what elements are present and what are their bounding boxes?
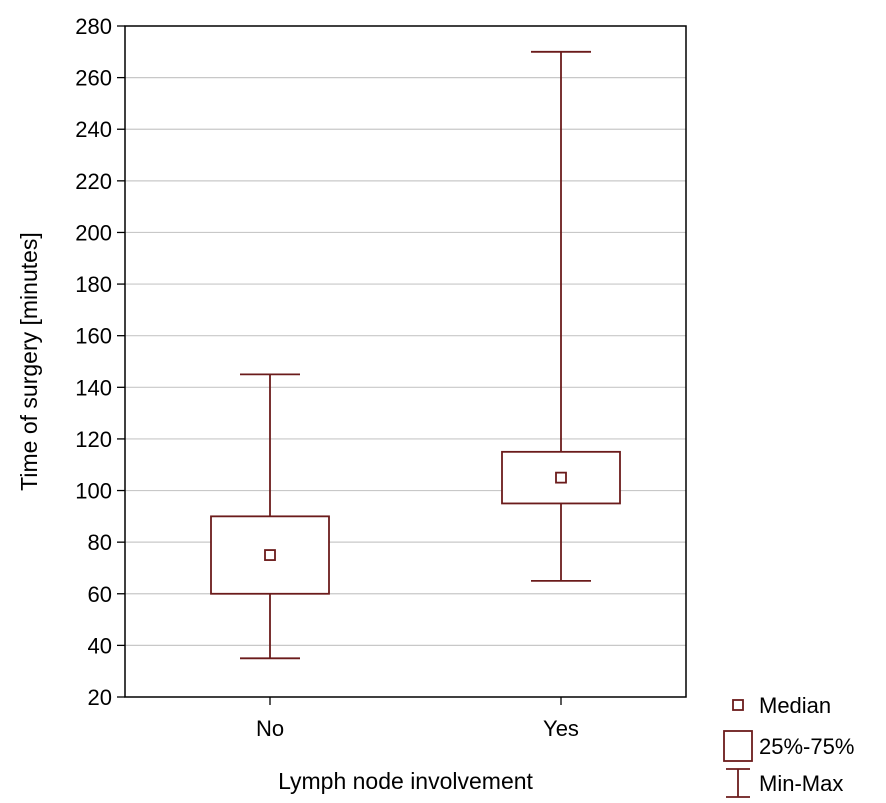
- box-group-no: [210, 373, 330, 660]
- x-tick-label-yes: Yes: [543, 716, 579, 741]
- legend-label-whisker: Min-Max: [759, 771, 843, 796]
- box-plot-series: [210, 50, 621, 660]
- y-tick-label-80: 80: [88, 530, 112, 555]
- y-tick-label-40: 40: [88, 633, 112, 658]
- legend-item-box: 25%-75%: [723, 730, 854, 762]
- y-tick-label-100: 100: [75, 479, 112, 504]
- y-tick-label-180: 180: [75, 272, 112, 297]
- y-tick-label-220: 220: [75, 169, 112, 194]
- legend: Median 25%-75% Min-Max: [723, 693, 854, 798]
- y-axis-title: Time of surgery [minutes]: [16, 232, 42, 491]
- y-tick-label-260: 260: [75, 66, 112, 91]
- y-tick-label-280: 280: [75, 14, 112, 39]
- legend-box-icon: [723, 730, 753, 762]
- legend-item-whisker: Min-Max: [726, 768, 843, 798]
- legend-item-median: Median: [732, 693, 831, 718]
- y-tick-label-20: 20: [88, 685, 112, 710]
- y-tick-label-200: 200: [75, 220, 112, 245]
- axis-ticks: 20 40 60 80 100 120 140 160 180 200 220 240 260 280 No…: [75, 14, 579, 741]
- y-tick-label-60: 60: [88, 582, 112, 607]
- legend-median-icon: [732, 699, 744, 711]
- y-tick-label-140: 140: [75, 375, 112, 400]
- y-tick-label-120: 120: [75, 427, 112, 452]
- y-tick-label-160: 160: [75, 324, 112, 349]
- median-marker-yes: [555, 471, 567, 484]
- legend-label-median: Median: [759, 693, 831, 718]
- legend-label-box: 25%-75%: [759, 734, 854, 759]
- box-group-yes: [501, 50, 621, 582]
- x-tick-label-no: No: [256, 716, 284, 741]
- y-tick-label-240: 240: [75, 117, 112, 142]
- median-marker-no: [264, 549, 276, 561]
- x-axis-title: Lymph node involvement: [278, 768, 533, 794]
- grid-lines: [125, 77, 686, 646]
- plot-area-frame: [124, 25, 687, 698]
